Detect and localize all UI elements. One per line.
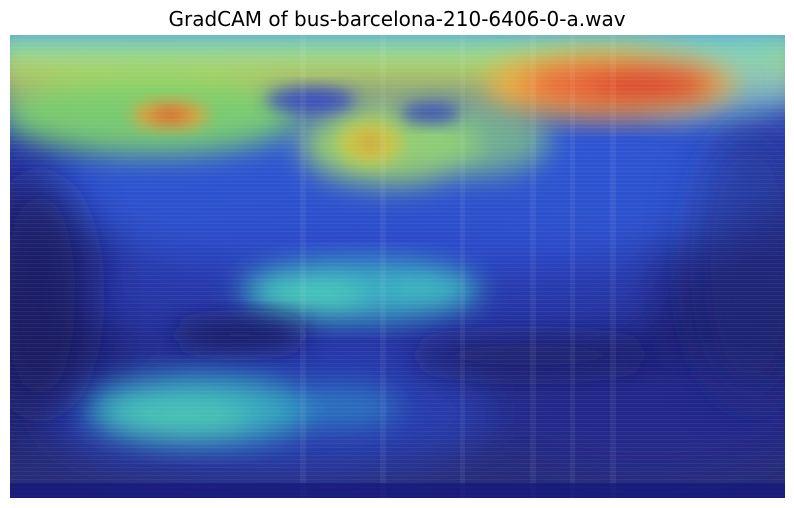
figure-title: GradCAM of bus-barcelona-210-6406-0-a.wa… [168, 7, 626, 31]
gradcam-heatmap [10, 35, 785, 498]
